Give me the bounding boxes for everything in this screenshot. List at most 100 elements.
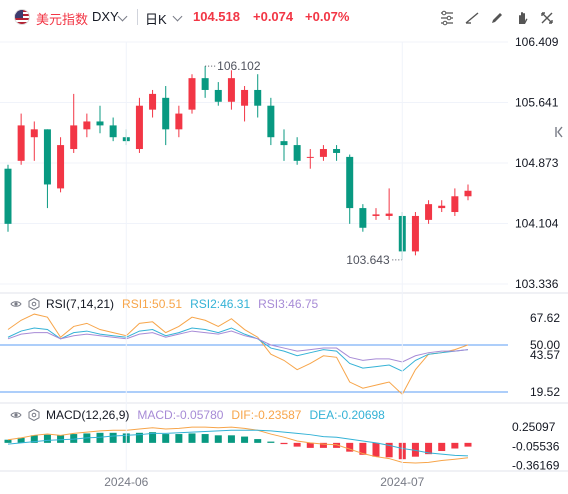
candle-body (464, 190, 472, 197)
macd-bar (201, 434, 209, 443)
candle-body (293, 145, 301, 161)
macd-bar (267, 441, 275, 443)
macd-bar (135, 432, 143, 443)
macd-bar (227, 435, 235, 443)
rsi-tick-label: 67.62 (530, 311, 560, 325)
price-tick-label: 104.104 (515, 217, 559, 231)
macd-bar (359, 442, 367, 455)
candle-body (135, 105, 143, 150)
price-change: +0.074 (253, 9, 294, 24)
candle-body (319, 149, 327, 157)
price-tick-label: 103.336 (515, 277, 559, 291)
pencil-icon[interactable] (488, 9, 506, 27)
macd-bar (451, 442, 459, 449)
rsi-line-rsi2 (7, 327, 469, 372)
macd-bar (372, 442, 380, 457)
gear-icon[interactable] (28, 297, 40, 311)
indicator-settings-icon[interactable] (438, 9, 456, 27)
rsi-line-rsi3 (7, 330, 469, 363)
macd-bar (425, 442, 433, 455)
draw-line-icon[interactable] (463, 9, 481, 27)
candle-body (188, 78, 196, 110)
candle-body (149, 93, 157, 110)
macd-value: MACD:-0.05780 (137, 408, 224, 422)
candle-body (306, 156, 314, 158)
hand-tool-icon[interactable] (513, 9, 531, 27)
macd-bar (306, 442, 314, 448)
macd-bar (438, 442, 446, 452)
macd-bar (346, 442, 354, 452)
macd-bar (319, 442, 327, 448)
candle-body (70, 125, 78, 150)
rsi3-value: RSI3:46.75 (258, 297, 319, 311)
symbol-code[interactable]: DXY (92, 9, 119, 24)
candle-body (4, 168, 12, 224)
rsi-title: RSI(7,14,21) (46, 297, 115, 311)
symbol-name[interactable]: 美元指数 (36, 12, 89, 27)
macd-bar (57, 435, 65, 443)
toolbar: 美元指数 DXY 日K 104.518 +0.074 +0.07% (0, 0, 568, 34)
candle-body (267, 105, 275, 138)
price-change-percent: +0.07% (305, 9, 350, 24)
candle-body (175, 113, 183, 130)
candle-body (411, 215, 419, 252)
candle-body (96, 121, 104, 126)
macd-tick-label: -0.36169 (512, 459, 560, 473)
us-flag-icon (14, 9, 30, 25)
high-annotation: 106.102 (217, 59, 261, 73)
macd-bar (411, 442, 419, 457)
candle-body (162, 97, 170, 130)
macd-bar (96, 432, 104, 443)
rsi2-value: RSI2:46.31 (190, 297, 251, 311)
macd-bar (241, 436, 249, 443)
macd-bar (70, 434, 78, 443)
macd-line-dea (7, 429, 469, 457)
candle-body (43, 129, 51, 185)
candle-body (280, 141, 288, 146)
low-annotation: 103.643 (346, 253, 390, 267)
rsi-tick-label: 50.00 (530, 338, 560, 352)
candle-body (109, 125, 117, 138)
macd-bar (280, 442, 288, 445)
macd-bar (175, 434, 183, 443)
macd-bar (214, 435, 222, 443)
candle-body (451, 196, 459, 213)
macd-line-dif (7, 426, 469, 464)
candle-body (17, 125, 25, 161)
time-tick-label: 2024-07 (380, 475, 424, 489)
dea-value: DEA:-0.20698 (309, 408, 385, 422)
candle-body (346, 156, 354, 209)
macd-bar (4, 439, 12, 443)
candle-body (372, 214, 380, 216)
macd-bar (293, 442, 301, 447)
collapse-panel-icon[interactable] (552, 124, 566, 140)
candle-body (227, 78, 235, 102)
candle-body (359, 208, 367, 228)
candle-body (30, 129, 38, 138)
candle-body (385, 213, 393, 216)
macd-bar (162, 434, 170, 443)
macd-legend: MACD(12,26,9) MACD:-0.05780 DIF:-0.23587… (10, 408, 385, 422)
gear-icon[interactable] (28, 408, 40, 422)
macd-title: MACD(12,26,9) (46, 408, 130, 422)
divider (137, 9, 138, 25)
candle-body (425, 204, 433, 220)
eye-icon[interactable] (10, 298, 22, 310)
candle-body (254, 89, 262, 106)
macd-bar (188, 433, 196, 443)
fullscreen-icon[interactable] (538, 9, 556, 27)
candle-body (83, 121, 91, 130)
interval-selector[interactable]: 日K (145, 12, 167, 27)
macd-bar (333, 442, 341, 448)
candle-body (201, 78, 209, 90)
macd-bar (43, 434, 51, 443)
candle-body (57, 145, 65, 189)
eye-icon[interactable] (10, 409, 22, 421)
macd-bar (149, 432, 157, 443)
candle-body (214, 89, 222, 102)
time-tick-label: 2024-06 (104, 475, 148, 489)
rsi1-value: RSI1:50.51 (122, 297, 183, 311)
rsi-tick-label: 19.52 (530, 385, 560, 399)
candle-body (438, 205, 446, 209)
